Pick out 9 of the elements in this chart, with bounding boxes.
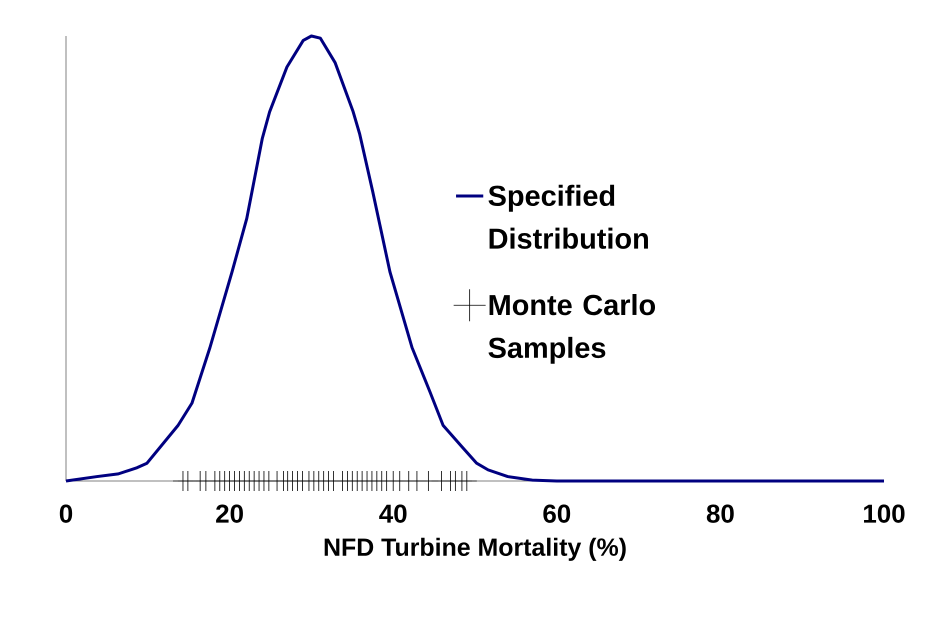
x-tick-label: 60: [543, 504, 570, 523]
x-tick-label: 80: [706, 504, 734, 523]
x-axis-title: NFD Turbine Mortality (%): [324, 538, 626, 561]
x-tick-label: 40: [379, 504, 407, 523]
legend-label: Specified Distribution: [488, 184, 648, 249]
x-tick-label: 0: [60, 504, 72, 523]
x-tick-label: 100: [864, 504, 905, 523]
legend-label: Monte Carlo Samples: [488, 294, 656, 364]
x-tick-label: 20: [216, 504, 243, 523]
